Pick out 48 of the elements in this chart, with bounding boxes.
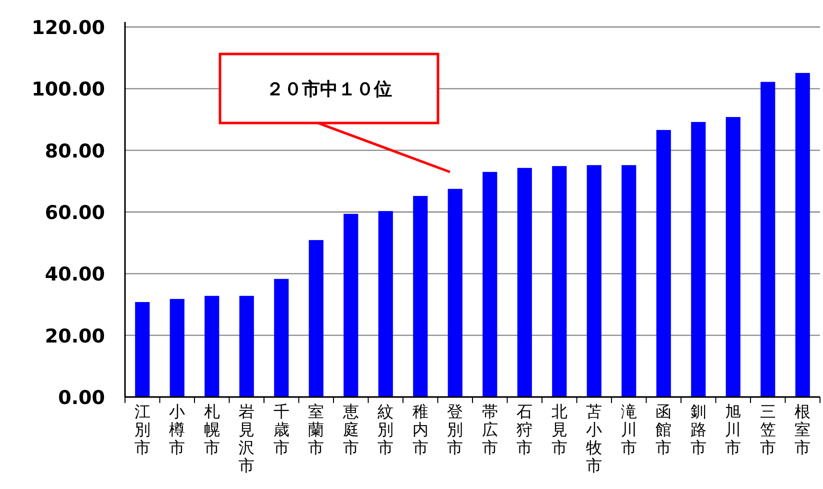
- y-tick-label: 80.00: [44, 140, 105, 162]
- bar: [656, 130, 671, 397]
- bar: [239, 296, 254, 397]
- bar: [204, 296, 220, 397]
- x-tick-label: 室蘭市: [308, 402, 324, 457]
- bar: [726, 117, 740, 397]
- y-tick-label: 120.00: [32, 17, 105, 39]
- x-tick-label: 三笠市: [760, 402, 776, 457]
- bar: [378, 211, 393, 397]
- bar: [135, 302, 150, 397]
- x-tick-label: 江別市: [134, 402, 150, 457]
- x-tick-label: 稚内市: [412, 402, 428, 457]
- bar: [413, 196, 428, 397]
- bar: [760, 82, 776, 397]
- x-tick-label: 旭川市: [725, 402, 742, 457]
- x-tick-label: 石狩市: [516, 402, 533, 457]
- y-tick-label: 60.00: [44, 202, 105, 224]
- x-tick-label: 岩見沢市: [238, 402, 255, 475]
- x-tick-label: 恵庭市: [342, 402, 359, 457]
- bar: [274, 278, 289, 397]
- bar: [622, 165, 636, 397]
- x-tick-label: 苫小牧市: [586, 402, 602, 475]
- bar: [482, 172, 498, 397]
- x-tick-label: 釧路市: [690, 402, 706, 457]
- x-tick-label: 小樽市: [169, 402, 186, 457]
- x-tick-label: 札幌市: [204, 402, 220, 457]
- x-tick-label: 函館市: [656, 402, 672, 457]
- bar: [344, 214, 358, 397]
- y-tick-label: 0.00: [58, 387, 105, 409]
- bar: [586, 165, 602, 397]
- bar: [795, 72, 810, 397]
- x-tick-label: 登別市: [447, 402, 464, 457]
- bar: [448, 188, 462, 397]
- annotation: ２０市中１０位: [266, 79, 392, 100]
- x-tick-label: 紋別市: [378, 402, 394, 457]
- x-tick-label: 千歳市: [273, 402, 290, 457]
- bar: [517, 168, 532, 397]
- bar: [552, 166, 567, 397]
- x-tick-label: 帯広市: [482, 402, 498, 457]
- y-tick-label: 100.00: [32, 78, 105, 101]
- bar: [691, 122, 706, 397]
- y-tick-label: 20.00: [44, 325, 105, 348]
- x-tick-label: 北見市: [551, 402, 568, 457]
- x-tick-label: 滝川市: [620, 402, 637, 457]
- y-tick-label: 40.00: [44, 264, 105, 286]
- x-tick-label: 根室市: [794, 402, 811, 457]
- bar: [170, 298, 184, 397]
- bar: [308, 240, 324, 397]
